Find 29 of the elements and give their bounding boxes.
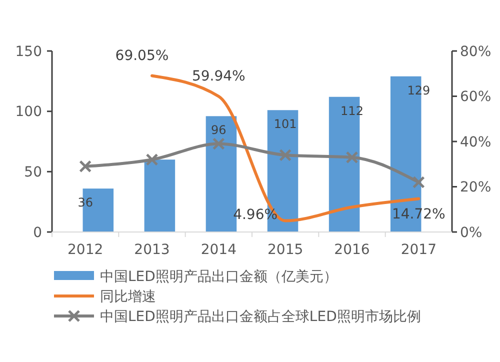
x-tick-label: 2017 <box>400 242 436 258</box>
legend-label: 中国LED照明产品出口金额（亿美元） <box>100 268 338 285</box>
point <box>79 160 92 173</box>
data-label: 59.94% <box>192 68 246 84</box>
point <box>212 138 225 150</box>
y2-tick-label: 20% <box>460 180 492 196</box>
y2-tick-label: 80% <box>460 44 492 60</box>
legend-label: 同比增速 <box>100 288 156 305</box>
legend-label: 中国LED照明产品出口金额占全球LED照明市场比例 <box>100 308 421 325</box>
point <box>279 148 292 162</box>
point <box>412 176 425 188</box>
x-tick-label: 2015 <box>268 242 304 258</box>
data-label: 69.05% <box>115 48 169 64</box>
data-label: 96 <box>211 123 226 138</box>
x-tick-label: 2014 <box>200 242 237 258</box>
x-tick-label: 2013 <box>134 242 170 258</box>
point <box>146 153 158 166</box>
y2-tick-label: 0% <box>460 224 482 241</box>
x-tick-label: 2016 <box>334 242 370 258</box>
x-tick-label: 2012 <box>68 242 104 258</box>
data-label: 101 <box>274 117 297 132</box>
y2-tick-label: 40% <box>460 134 492 150</box>
y-tick-label: 50 <box>24 164 42 181</box>
bar <box>144 160 176 232</box>
y2-tick-label: 60% <box>460 89 492 106</box>
y-tick-label: 0 <box>33 224 42 241</box>
point <box>346 151 358 164</box>
y-tick-label: 100 <box>15 104 42 120</box>
y-tick-label: 150 <box>15 44 42 60</box>
